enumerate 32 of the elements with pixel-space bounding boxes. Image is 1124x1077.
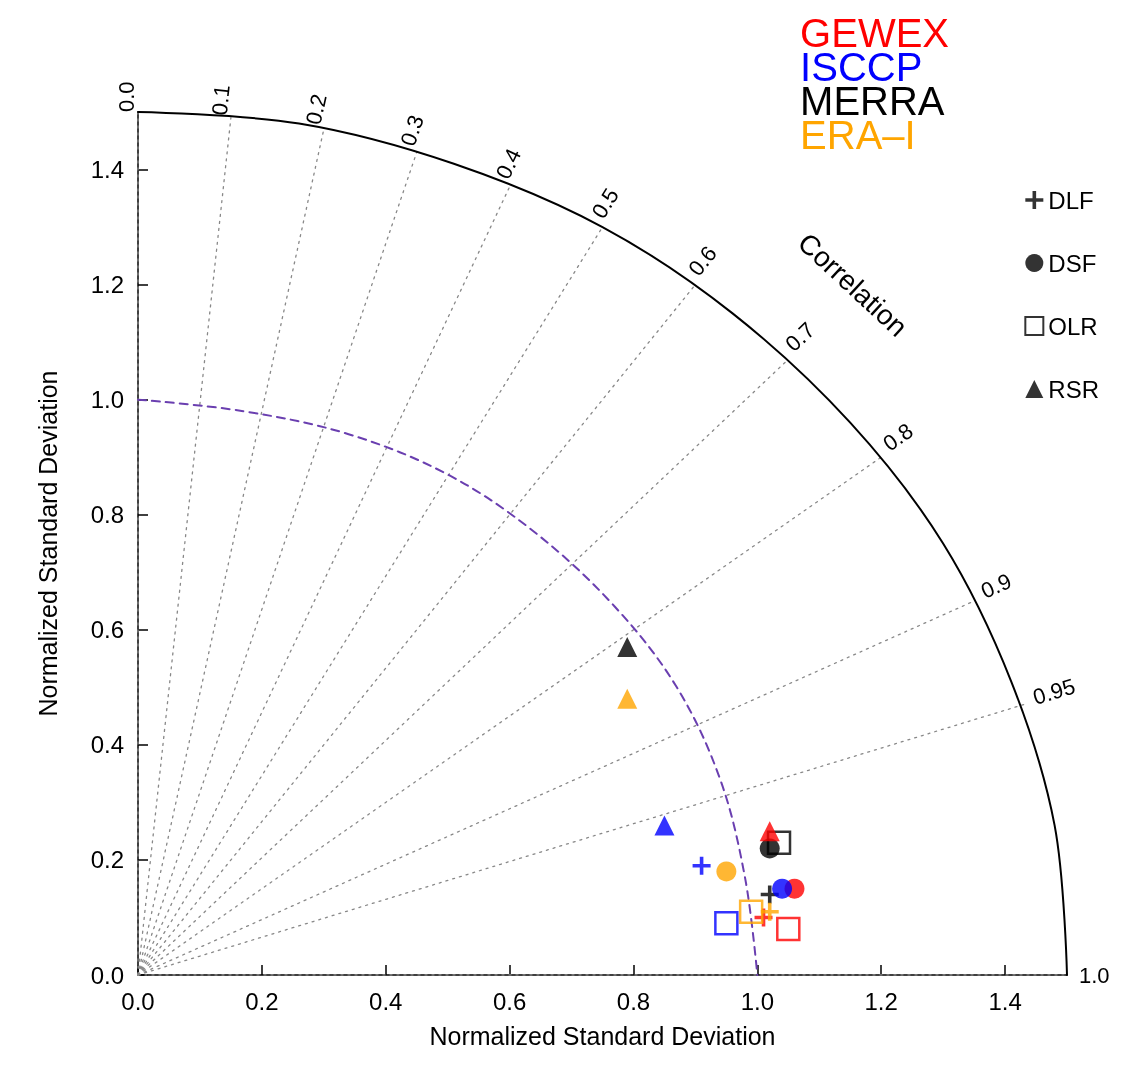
legend-label: DLF	[1048, 186, 1094, 214]
x-tick-label: 0.2	[245, 987, 279, 1015]
text: 0.2	[300, 91, 332, 127]
x-axis-title: Normalized Standard Deviation	[429, 1021, 776, 1050]
y-tick-label: 0.4	[90, 731, 124, 759]
text: 0.6	[683, 241, 722, 281]
x-tick-label: 0.8	[616, 987, 651, 1015]
y-tick-label: 0.8	[90, 501, 124, 529]
legend-label: DSF	[1048, 249, 1097, 277]
text: 0.9	[977, 568, 1016, 604]
text: 0.3	[395, 112, 429, 149]
y-tick-label: 1.2	[90, 271, 124, 299]
legend-label: OLR	[1048, 312, 1098, 340]
x-tick-label: 0.0	[121, 987, 155, 1015]
x-tick-label: 1.2	[864, 987, 898, 1015]
x-tick-label: 0.6	[492, 987, 527, 1015]
y-tick-label: 1.0	[90, 386, 124, 414]
y-tick-label: 0.6	[90, 616, 124, 644]
y-axis-title: Normalized Standard Deviation	[33, 370, 62, 717]
x-tick-label: 0.4	[369, 987, 403, 1015]
text: 0.4	[490, 144, 527, 183]
text: 0.1	[206, 83, 235, 117]
legend-label: RSR	[1048, 375, 1099, 403]
text: 0.8	[878, 418, 918, 457]
y-tick-label: 0.0	[90, 961, 124, 989]
y-tick-label: 1.4	[90, 156, 124, 184]
y-tick-label: 0.2	[90, 846, 124, 874]
series-label: 1.0	[1079, 962, 1110, 988]
x-tick-label: 1.4	[988, 987, 1022, 1015]
x-tick-label: 1.0	[740, 987, 775, 1015]
text: 0.5	[586, 183, 624, 223]
text: 0.95	[1029, 673, 1079, 710]
